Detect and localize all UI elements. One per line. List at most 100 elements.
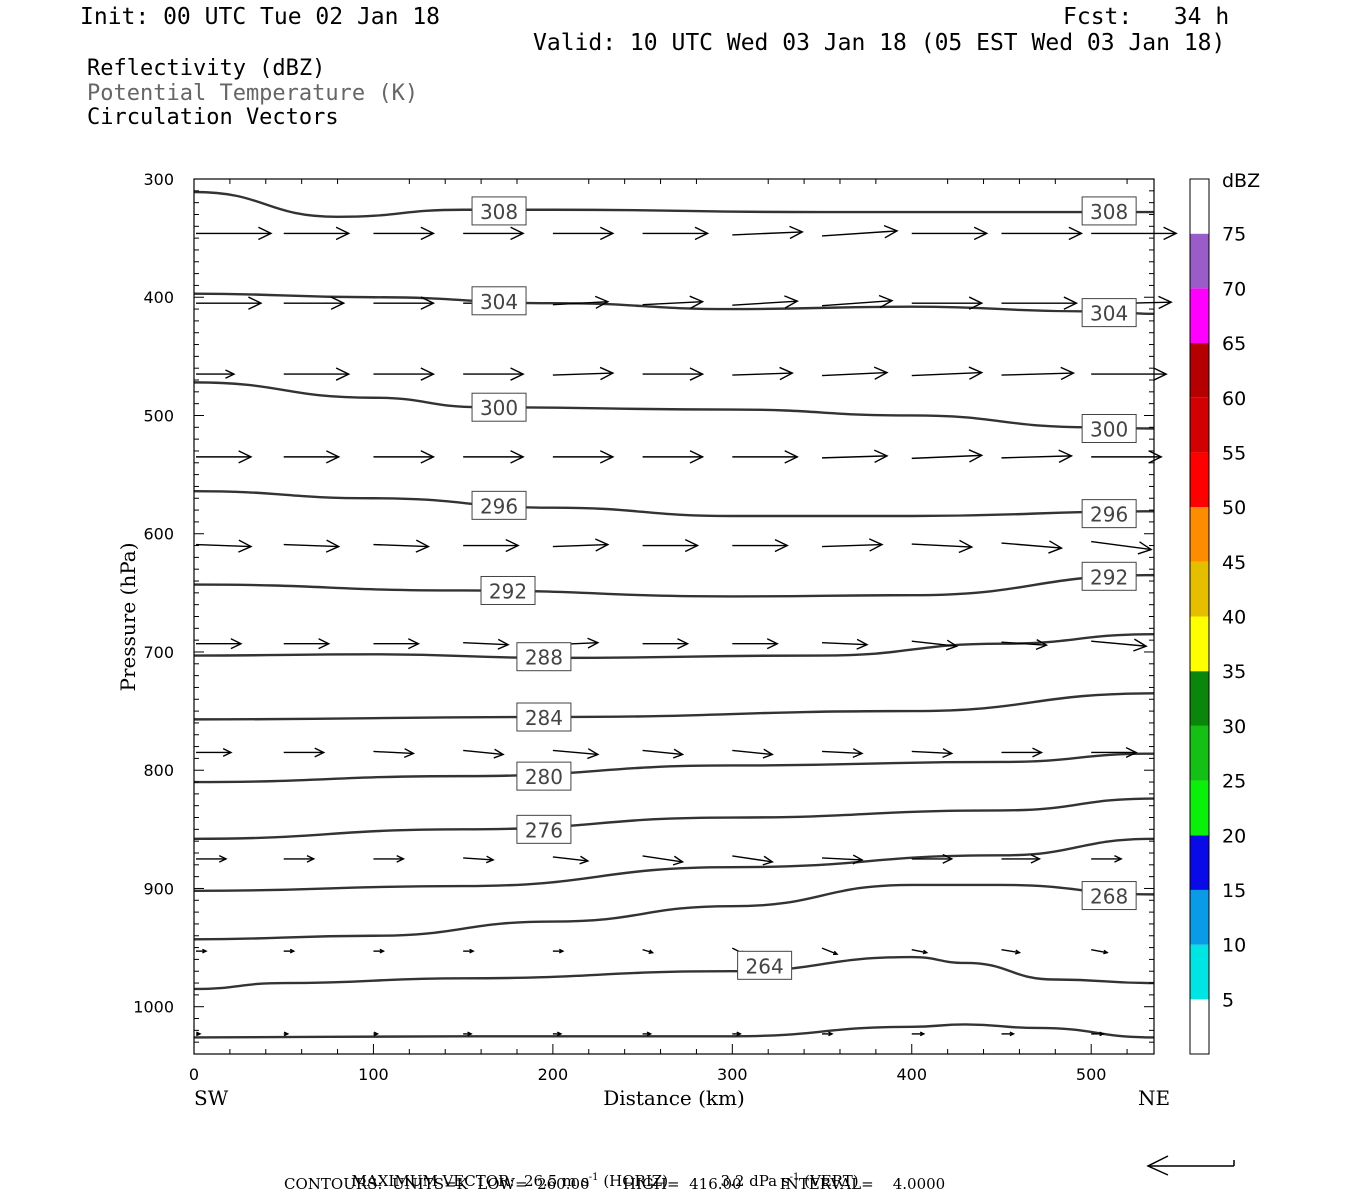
vector-head xyxy=(408,638,421,650)
colorbar-tick-label: 45 xyxy=(1222,552,1246,574)
vector-head xyxy=(1009,1031,1016,1037)
vector-head xyxy=(945,639,959,651)
circulation-vector xyxy=(642,226,710,241)
circulation-vector xyxy=(552,1031,563,1037)
theta-contour-288 xyxy=(193,633,1155,660)
vector-head xyxy=(762,748,774,759)
vector-shaft xyxy=(822,750,863,755)
vector-head xyxy=(784,450,799,464)
axis-ticks: 0 100 200 300 400 500 300 400 500 600 700 800 900 100… xyxy=(133,170,1154,1084)
vector-head xyxy=(942,853,954,864)
y-tick-label: 400 xyxy=(143,288,174,307)
vector-head xyxy=(873,366,889,380)
circulation-vector xyxy=(552,748,600,760)
theta-contour-264 xyxy=(193,955,1155,991)
vector-head xyxy=(677,638,690,650)
theta-contour-308 xyxy=(193,190,1154,219)
vector-head xyxy=(314,747,326,758)
circulation-vector xyxy=(732,450,799,464)
vector-head xyxy=(828,1031,834,1037)
contour-label-box xyxy=(1081,499,1137,529)
circulation-vector xyxy=(822,366,889,380)
y-tick-label: 600 xyxy=(143,525,174,544)
circulation-vector xyxy=(1001,296,1079,310)
vector-head xyxy=(646,1031,653,1037)
circulation-vector xyxy=(196,1031,202,1037)
theta-contour-280 xyxy=(193,752,1155,784)
vector-head xyxy=(505,538,520,553)
vector-shaft xyxy=(911,948,927,954)
circulation-vector xyxy=(196,638,243,650)
contour-label: 280 xyxy=(525,765,563,789)
horiz-tag: (HORIZ) xyxy=(603,1172,669,1190)
circulation-vector xyxy=(1091,948,1109,955)
circulation-vector xyxy=(1091,1031,1105,1037)
circulation-vector xyxy=(911,639,959,651)
contour-label: 304 xyxy=(480,290,518,314)
colorbar-tick-label: 55 xyxy=(1222,442,1246,464)
vector-head xyxy=(942,748,954,759)
theta-contour-296 xyxy=(193,489,1155,518)
vector-head xyxy=(856,638,869,650)
vector-shaft xyxy=(1001,948,1020,954)
vector-head xyxy=(878,294,894,309)
circulation-vector xyxy=(283,450,341,464)
theta-contour-292 xyxy=(193,573,1155,598)
circulation-vector xyxy=(373,948,386,954)
reference-vector-arrow xyxy=(1146,1155,1235,1176)
vector-head xyxy=(587,748,600,760)
vector-head xyxy=(335,367,351,381)
vector-head xyxy=(789,225,804,240)
vector-head xyxy=(420,450,436,464)
vector-head xyxy=(919,1031,926,1037)
vector-head xyxy=(556,1031,563,1037)
vector-shaft xyxy=(1091,640,1147,647)
circulation-vector xyxy=(373,638,421,650)
y-tick-label: 700 xyxy=(143,643,174,662)
colorbar-segment xyxy=(1190,343,1209,398)
vector-shaft xyxy=(642,300,703,306)
contour-label-box xyxy=(471,392,527,422)
vector-shaft xyxy=(911,640,957,647)
circulation-vector xyxy=(642,948,655,954)
vector-head xyxy=(694,226,710,241)
circulation-vector xyxy=(732,855,774,866)
vector-shaft xyxy=(642,855,683,863)
theta-contours xyxy=(193,190,1155,1039)
colorbar-tick-label: 5 xyxy=(1222,989,1234,1011)
vector-head xyxy=(493,748,505,759)
vector-head xyxy=(599,366,615,381)
vector-head xyxy=(1148,450,1163,464)
circulation-vector xyxy=(822,748,864,759)
circulation-vector xyxy=(1001,226,1084,241)
colorbar: 5 10 15 20 25 30 35 40 45 50 55 60 65 70 75 xyxy=(1189,178,1246,1055)
vector-shaft xyxy=(911,750,952,755)
circulation-vector xyxy=(642,748,685,759)
vector-head xyxy=(510,450,525,464)
circulation-vector xyxy=(1091,226,1178,241)
vector-head xyxy=(420,296,436,310)
circulation-vector xyxy=(373,855,406,863)
vector-head xyxy=(202,948,208,954)
circulation-vector xyxy=(911,1031,926,1037)
vector-head xyxy=(373,1031,380,1037)
circulation-vector xyxy=(196,948,208,954)
contour-label: 296 xyxy=(480,494,518,518)
circulation-vector xyxy=(283,539,341,553)
vector-shaft xyxy=(195,543,252,548)
colorbar-segment xyxy=(1190,288,1209,344)
max-vert-value: 3.2 dPa s xyxy=(720,1172,790,1190)
legend-potential-temperature: Potential Temperature (K) xyxy=(87,81,419,106)
vector-head xyxy=(1114,855,1123,863)
circulation-vector xyxy=(822,538,884,552)
y-tick-label: 500 xyxy=(143,406,174,425)
circulation-vector xyxy=(1091,450,1163,464)
x-tick-label: 200 xyxy=(538,1065,569,1084)
vector-head xyxy=(1032,747,1044,758)
circulation-vector xyxy=(1001,854,1042,864)
vector-shaft xyxy=(463,641,509,646)
vector-head xyxy=(403,748,416,759)
circulation-vector xyxy=(283,948,296,954)
circulation-vector xyxy=(463,638,510,650)
